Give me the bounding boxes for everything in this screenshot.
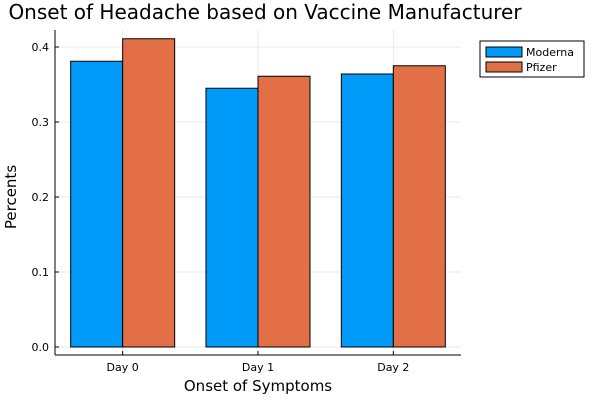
tick-labels: 0.0 0.1 0.2 0.3 0.4 Day 0 Day 1 Day 2 bbox=[32, 41, 410, 374]
chart-title: Onset of Headache based on Vaccine Manuf… bbox=[8, 0, 522, 24]
x-axis-label: Onset of Symptoms bbox=[184, 377, 332, 395]
bar-pfizer-day-0 bbox=[122, 38, 176, 348]
y-tick-label: 0.1 bbox=[32, 266, 50, 279]
legend-label-moderna: Moderna bbox=[526, 46, 574, 59]
legend: Moderna Pfizer bbox=[479, 40, 585, 78]
x-tick-label: Day 0 bbox=[107, 361, 139, 374]
y-tick-label: 0.3 bbox=[32, 116, 50, 129]
bar-pfizer-day-2 bbox=[392, 65, 446, 348]
x-tick-label: Day 2 bbox=[377, 361, 409, 374]
legend-label-pfizer: Pfizer bbox=[526, 61, 557, 74]
y-axis-label: Percents bbox=[2, 165, 20, 229]
y-tick-label: 0.4 bbox=[32, 41, 50, 54]
y-tick-label: 0.0 bbox=[32, 341, 50, 354]
y-tick-label: 0.2 bbox=[32, 191, 50, 204]
legend-swatch-moderna bbox=[485, 46, 523, 58]
x-tick-label: Day 1 bbox=[242, 361, 274, 374]
legend-swatch-pfizer bbox=[485, 61, 523, 73]
axes bbox=[54, 30, 461, 356]
bar-moderna-day-1 bbox=[205, 87, 259, 348]
bar-moderna-day-0 bbox=[70, 60, 124, 348]
bars bbox=[70, 38, 446, 348]
bar-moderna-day-2 bbox=[340, 73, 394, 348]
bar-pfizer-day-1 bbox=[257, 75, 311, 348]
